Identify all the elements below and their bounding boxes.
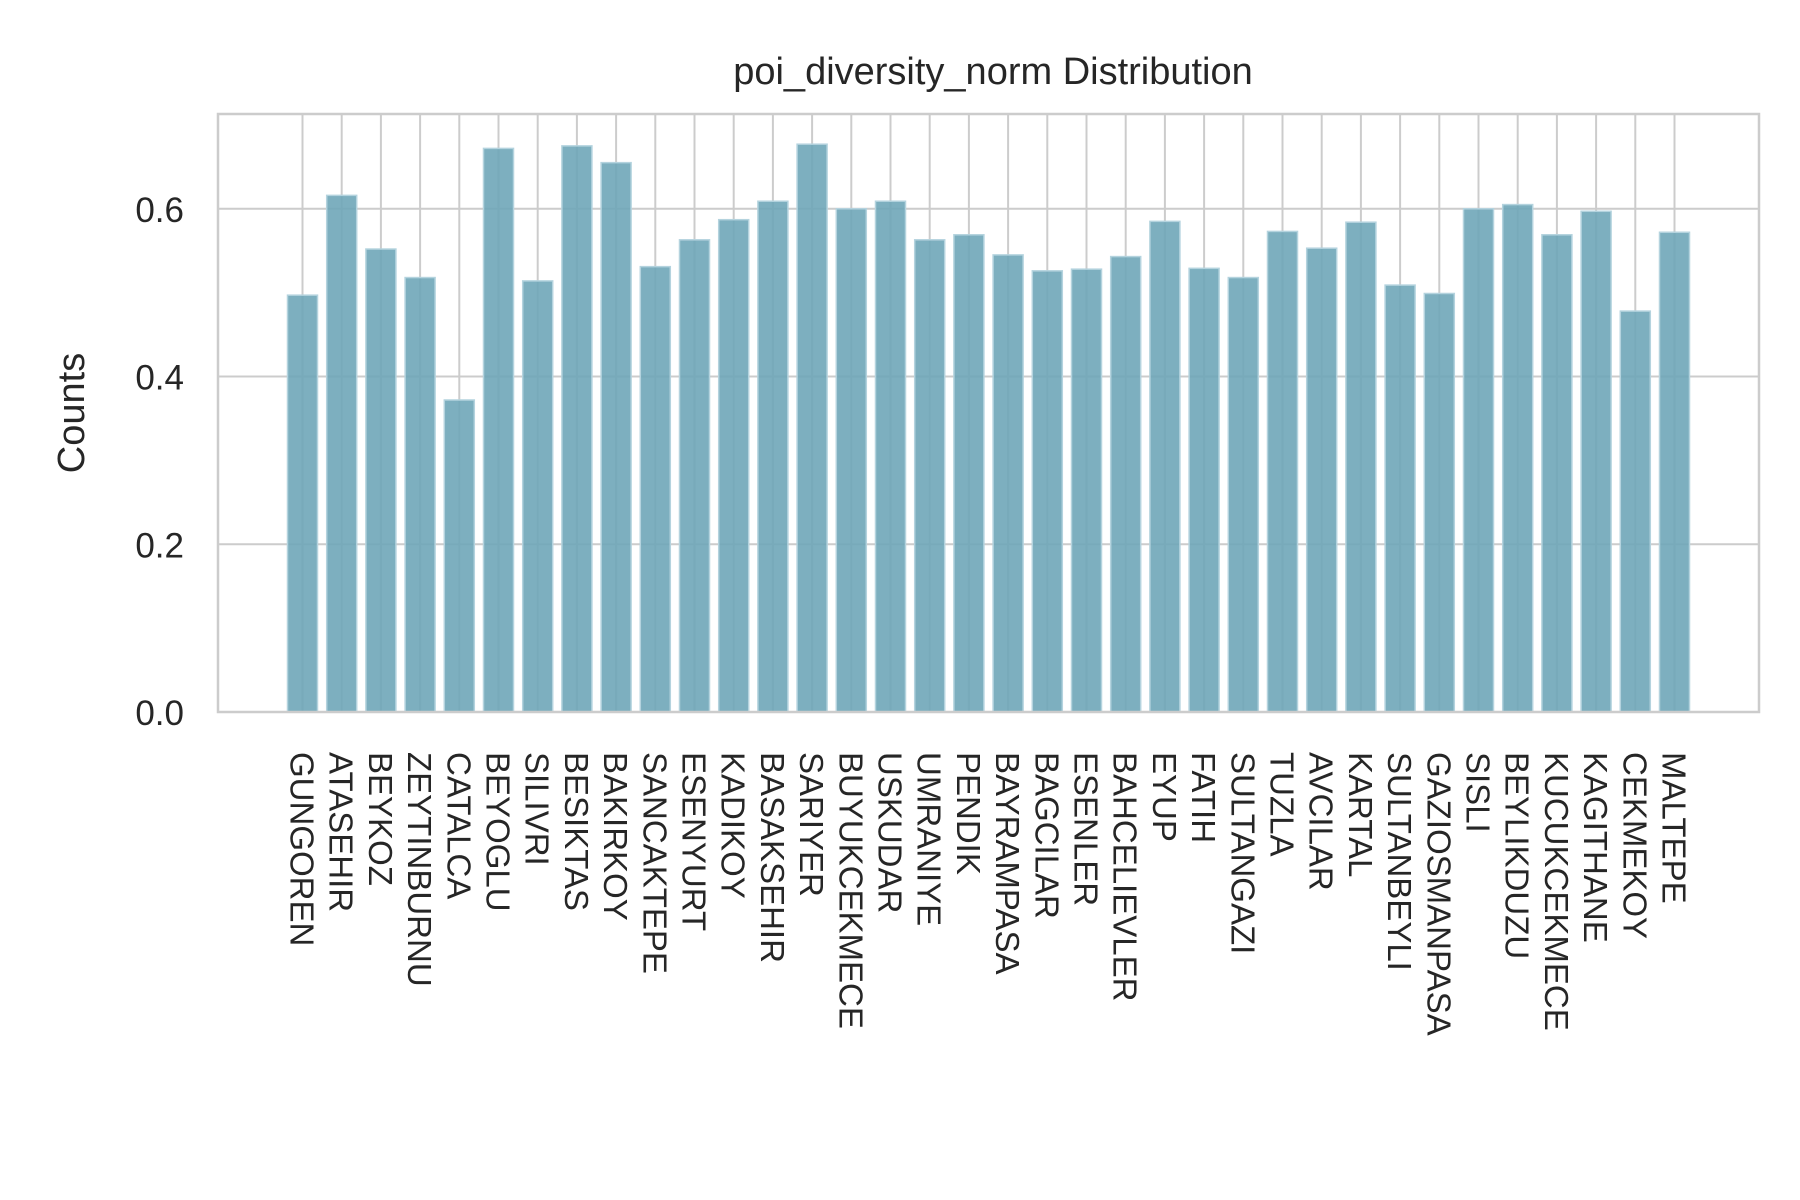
x-tick-label: BUYUKCEKMECE — [832, 752, 869, 1029]
x-tick-labels: GUNGOREN ATASEHIR BEYKOZ ZEYTINBURNU CATALCA… — [284, 752, 1693, 1036]
bar-umraniye — [913, 239, 946, 713]
bar-gaziosmanpasa — [1423, 292, 1456, 713]
plot-frame — [216, 112, 1761, 714]
x-tick-label: KARTAL — [1342, 752, 1379, 877]
x-tick-label: SARIYER — [793, 752, 830, 897]
bar-kagithane — [1580, 210, 1612, 713]
x-tick-label: ESENYURT — [676, 752, 713, 931]
bar-maltepe — [1658, 231, 1691, 713]
bar-kartal — [1345, 221, 1377, 713]
x-tick-label: KADIKOY — [715, 752, 752, 899]
y-tick-labels: 0.0 0.2 0.4 0.6 — [135, 191, 184, 733]
bar-kucukcekmece — [1541, 234, 1573, 713]
bar-bagcilar — [1031, 270, 1064, 713]
x-tick-label: BEYKOZ — [362, 752, 399, 886]
bar-beylikduzu — [1501, 203, 1534, 713]
x-tick-label: SISLI — [1460, 752, 1497, 833]
bar-catalca — [443, 399, 476, 713]
x-tick-label: BEYLIKDUZU — [1499, 752, 1536, 959]
x-tick-label: FATIH — [1185, 752, 1222, 843]
x-tick-label: BESIKTAS — [558, 752, 595, 911]
bar-basaksehir — [757, 200, 789, 713]
x-tick-label: EYUP — [1146, 752, 1183, 842]
bar-cekmekoy — [1619, 310, 1652, 713]
x-tick-label: CATALCA — [440, 752, 477, 899]
x-tick-label: SULTANGAZI — [1224, 752, 1261, 954]
x-tick-label: GUNGOREN — [284, 752, 321, 946]
x-tick-label: SILIVRI — [519, 752, 556, 866]
x-tick-label: BEYOGLU — [480, 752, 517, 912]
bar-eyup — [1149, 220, 1181, 713]
y-tick-label: 0.0 — [135, 694, 184, 733]
x-tick-label: BAHCELIEVLER — [1107, 752, 1144, 1001]
bar-esenyurt — [678, 239, 711, 713]
bar-gungoren — [286, 294, 319, 713]
axes-frame — [216, 112, 1761, 714]
x-tick-label: ESENLER — [1068, 752, 1105, 906]
bar-bakirkoy — [600, 161, 632, 713]
x-tick-label: SANCAKTEPE — [636, 752, 673, 974]
y-axis-label: Counts — [51, 353, 93, 473]
x-tick-label: BAGCILAR — [1028, 752, 1065, 919]
x-tick-label: ZEYTINBURNU — [401, 752, 438, 987]
bar-sisli — [1462, 208, 1495, 713]
x-tick-label: CEKMEKOY — [1616, 752, 1653, 939]
bar-sancaktepe — [639, 265, 672, 713]
bar-atasehir — [325, 194, 358, 713]
bar-besiktas — [561, 145, 593, 713]
x-tick-label: USKUDAR — [872, 752, 909, 913]
x-tick-label: TUZLA — [1264, 752, 1301, 857]
bar-beyoglu — [482, 147, 515, 713]
bar-avcilar — [1305, 247, 1338, 713]
bars — [286, 143, 1691, 713]
bar-sariyer — [796, 143, 828, 713]
bar-sultangazi — [1227, 276, 1260, 713]
bar-zeytinburnu — [404, 276, 436, 713]
y-tick-label: 0.4 — [135, 359, 184, 398]
x-tick-label: AVCILAR — [1303, 752, 1340, 891]
y-tick-label: 0.2 — [135, 526, 184, 565]
bar-sultanbeyli — [1384, 284, 1416, 713]
bar-uskudar — [874, 200, 907, 713]
bar-esenler — [1070, 268, 1103, 713]
y-tick-label: 0.6 — [135, 191, 184, 230]
x-tick-label: BAYRAMPASA — [989, 752, 1026, 975]
bar-tuzla — [1266, 230, 1299, 713]
x-tick-label: BASAKSEHIR — [754, 752, 791, 963]
chart-title: poi_diversity_norm Distribution — [733, 51, 1253, 93]
x-tick-label: MALTEPE — [1656, 752, 1693, 904]
bar-kadikoy — [717, 218, 750, 713]
bar-buyukcekmece — [835, 208, 868, 713]
x-tick-label: UMRANIYE — [911, 752, 948, 926]
bar-silivri — [521, 280, 554, 713]
bar-beykoz — [365, 248, 397, 713]
bar-pendik — [953, 234, 985, 713]
bar-fatih — [1188, 267, 1220, 713]
x-tick-label: SULTANBEYLI — [1381, 752, 1418, 971]
bar-bayrampasa — [992, 254, 1024, 713]
x-tick-label: KAGITHANE — [1577, 752, 1614, 943]
x-tick-label: GAZIOSMANPASA — [1420, 752, 1457, 1036]
x-tick-label: KUCUKCEKMECE — [1538, 752, 1575, 1031]
bar-bahcelievler — [1109, 255, 1142, 713]
x-tick-label: BAKIRKOY — [597, 752, 634, 921]
x-tick-label: ATASEHIR — [323, 752, 360, 912]
x-tick-label: PENDIK — [950, 752, 987, 875]
